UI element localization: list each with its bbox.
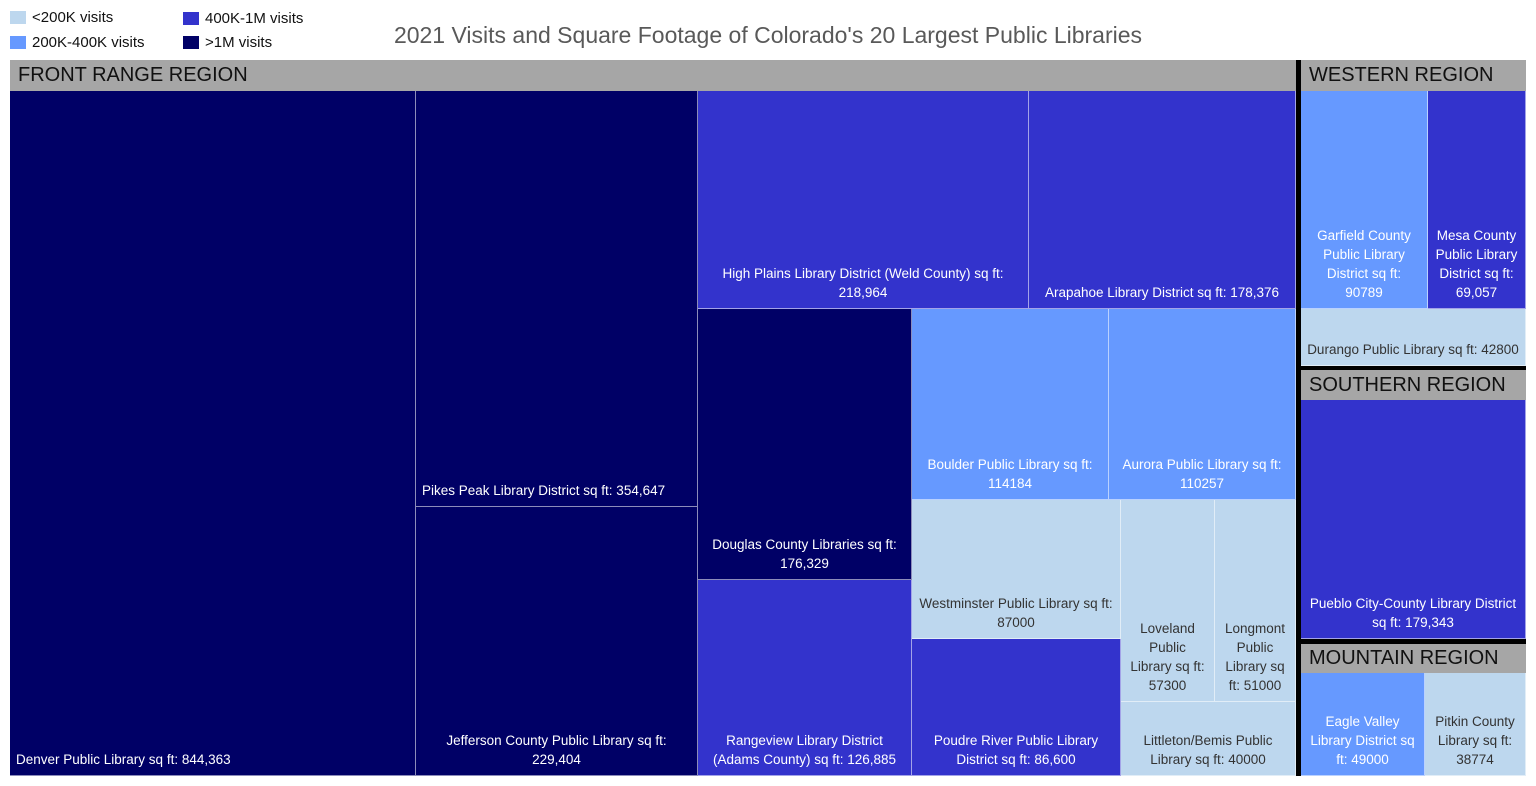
region-separator xyxy=(1296,60,1301,776)
tile-label: Durango Public Library sq ft: 42800 xyxy=(1307,342,1519,357)
legend-label: 400K-1M visits xyxy=(205,10,304,27)
treemap-tile: Eagle Valley Library District sq ft: 490… xyxy=(1301,673,1425,776)
treemap-tile: Arapahoe Library District sq ft: 178,376 xyxy=(1029,91,1296,309)
tile-label: Jefferson County Public Library sq ft: 2… xyxy=(446,733,667,767)
legend-swatch xyxy=(10,11,26,24)
tile-label: Loveland Public Library sq ft: 57300 xyxy=(1130,621,1205,693)
tile-label: Aurora Public Library sq ft: 110257 xyxy=(1122,457,1282,491)
legend-label: <200K visits xyxy=(32,9,114,26)
tile-label: Longmont Public Library sq ft: 51000 xyxy=(1224,621,1286,693)
region-separator xyxy=(1301,639,1526,644)
treemap-tile: Mesa County Public Library District sq f… xyxy=(1428,91,1526,309)
tile-label: Denver Public Library sq ft: 844,363 xyxy=(16,752,231,767)
tile-label: Eagle Valley Library District sq ft: 490… xyxy=(1310,714,1415,767)
tile-label: High Plains Library District (Weld Count… xyxy=(722,266,1004,300)
region-header: WESTERN REGION xyxy=(1301,60,1526,91)
legend-swatch xyxy=(183,12,199,25)
tile-label: Rangeview Library District (Adams County… xyxy=(712,733,897,767)
legend-entry: >1M visits xyxy=(183,34,272,51)
legend-entry: 200K-400K visits xyxy=(10,34,145,51)
tile-label: Pueblo City-County Library District sq f… xyxy=(1309,596,1517,630)
tile-label: Mesa County Public Library District sq f… xyxy=(1435,228,1518,300)
treemap-tile: Aurora Public Library sq ft: 110257 xyxy=(1109,309,1296,500)
tile-label: Boulder Public Library sq ft: 114184 xyxy=(927,457,1093,491)
treemap-tile: Poudre River Public Library District sq … xyxy=(912,639,1121,776)
legend-label: 200K-400K visits xyxy=(32,34,145,51)
treemap-tile: Pikes Peak Library District sq ft: 354,6… xyxy=(416,91,698,507)
tile-label: Pitkin County Library sq ft: 38774 xyxy=(1435,714,1515,767)
tile-label: Douglas County Libraries sq ft: 176,329 xyxy=(712,537,897,571)
treemap-tile: Loveland Public Library sq ft: 57300 xyxy=(1121,500,1215,702)
treemap-tile: Littleton/Bemis Public Library sq ft: 40… xyxy=(1121,702,1296,776)
treemap-tile: Pitkin County Library sq ft: 38774 xyxy=(1425,673,1526,776)
region-header: FRONT RANGE REGION xyxy=(10,60,1296,91)
tile-label: Westminster Public Library sq ft: 87000 xyxy=(919,596,1113,630)
legend-label: >1M visits xyxy=(205,34,273,51)
treemap-tile: High Plains Library District (Weld Count… xyxy=(698,91,1029,309)
legend-entry: <200K visits xyxy=(10,9,113,26)
legend-swatch xyxy=(10,36,26,49)
tile-label: Garfield County Public Library District … xyxy=(1317,228,1411,300)
tile-label: Arapahoe Library District sq ft: 178,376 xyxy=(1044,285,1280,300)
tile-label: Pikes Peak Library District sq ft: 354,6… xyxy=(422,483,666,498)
chart-title: 2021 Visits and Square Footage of Colora… xyxy=(393,22,1143,48)
treemap-tile: Westminster Public Library sq ft: 87000 xyxy=(912,500,1121,639)
treemap-tile: Jefferson County Public Library sq ft: 2… xyxy=(416,507,698,776)
treemap-tile: Longmont Public Library sq ft: 51000 xyxy=(1215,500,1296,702)
region-separator xyxy=(1301,366,1526,370)
treemap-tile: Douglas County Libraries sq ft: 176,329 xyxy=(698,309,912,580)
region-header: MOUNTAIN REGION xyxy=(1301,644,1526,673)
treemap-tile: Pueblo City-County Library District sq f… xyxy=(1301,400,1526,639)
tile-label: Poudre River Public Library District sq … xyxy=(933,733,1099,767)
treemap-tile: Durango Public Library sq ft: 42800 xyxy=(1301,309,1526,366)
treemap-tile: Boulder Public Library sq ft: 114184 xyxy=(912,309,1109,500)
legend-swatch xyxy=(183,36,199,49)
region-header: SOUTHERN REGION xyxy=(1301,370,1526,400)
treemap-tile: Denver Public Library sq ft: 844,363 xyxy=(10,91,416,776)
treemap-tile: Rangeview Library District (Adams County… xyxy=(698,580,912,776)
legend-entry: 400K-1M visits xyxy=(183,10,303,27)
tile-label: Littleton/Bemis Public Library sq ft: 40… xyxy=(1143,733,1273,767)
treemap-tile: Garfield County Public Library District … xyxy=(1301,91,1428,309)
